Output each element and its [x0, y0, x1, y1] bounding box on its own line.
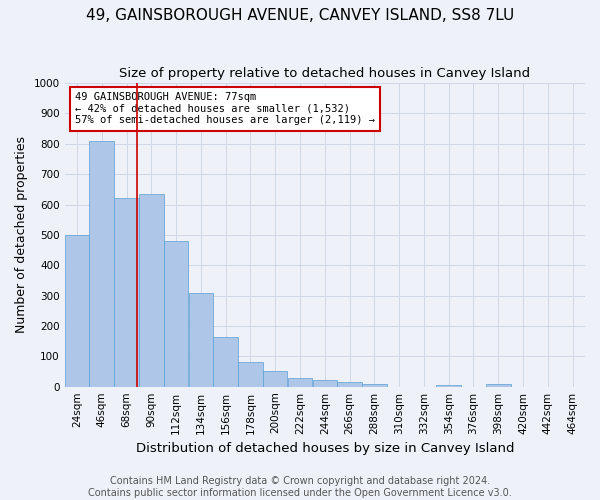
Text: 49 GAINSBOROUGH AVENUE: 77sqm
← 42% of detached houses are smaller (1,532)
57% o: 49 GAINSBOROUGH AVENUE: 77sqm ← 42% of d…: [75, 92, 375, 126]
Y-axis label: Number of detached properties: Number of detached properties: [15, 136, 28, 334]
Bar: [238, 362, 263, 386]
Text: 49, GAINSBOROUGH AVENUE, CANVEY ISLAND, SS8 7LU: 49, GAINSBOROUGH AVENUE, CANVEY ISLAND, …: [86, 8, 514, 22]
Bar: [436, 385, 461, 386]
Bar: [486, 384, 511, 386]
Bar: [337, 382, 362, 386]
Bar: [362, 384, 386, 386]
Bar: [65, 235, 89, 386]
Bar: [114, 198, 139, 386]
Bar: [288, 378, 312, 386]
Bar: [89, 140, 114, 386]
Text: Contains HM Land Registry data © Crown copyright and database right 2024.
Contai: Contains HM Land Registry data © Crown c…: [88, 476, 512, 498]
Title: Size of property relative to detached houses in Canvey Island: Size of property relative to detached ho…: [119, 68, 530, 80]
Bar: [164, 241, 188, 386]
Bar: [214, 336, 238, 386]
Bar: [139, 194, 164, 386]
Bar: [313, 380, 337, 386]
X-axis label: Distribution of detached houses by size in Canvey Island: Distribution of detached houses by size …: [136, 442, 514, 455]
Bar: [263, 372, 287, 386]
Bar: [188, 292, 213, 386]
